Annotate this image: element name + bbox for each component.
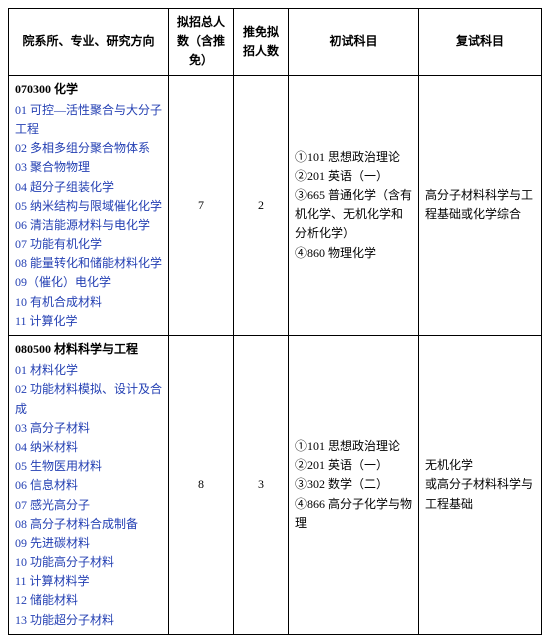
direction-item: 06 信息材料 [15,476,162,495]
direction-item: 10 有机合成材料 [15,293,162,312]
table-body: 070300 化学01 可控—活性聚合与大分子工程02 多相多组分聚合物体系03… [9,75,542,634]
direction-item: 13 功能超分子材料 [15,611,162,630]
direction-item: 11 计算化学 [15,312,162,331]
direction-item: 08 能量转化和储能材料化学 [15,254,162,273]
header-dept: 院系所、专业、研究方向 [9,9,169,76]
admissions-table: 院系所、专业、研究方向 拟招总人数（含推免） 推免拟招人数 初试科目 复试科目 … [8,8,542,635]
direction-item: 05 纳米结构与限域催化化学 [15,197,162,216]
direction-item: 04 纳米材料 [15,438,162,457]
direction-item: 11 计算材料学 [15,572,162,591]
table-header-row: 院系所、专业、研究方向 拟招总人数（含推免） 推免拟招人数 初试科目 复试科目 [9,9,542,76]
table-row: 080500 材料科学与工程 01 材料化学02 功能材料模拟、设计及合成03 高… [9,336,542,635]
table-row: 070300 化学 01 可控—活性聚合与大分子工程02 多相多组分聚合物体系03… [9,75,542,335]
direction-item: 01 材料化学 [15,361,162,380]
direction-item: 12 储能材料 [15,591,162,610]
header-exam-retest: 复试科目 [419,9,542,76]
dept-title: 080500 材料科学与工程 [15,340,162,359]
plan-rec-cell: 3 [234,336,289,635]
dept-cell: 080500 材料科学与工程 01 材料化学02 功能材料模拟、设计及合成03 高… [9,336,169,635]
dept-title: 070300 化学 [15,80,162,99]
header-plan-rec: 推免拟招人数 [234,9,289,76]
header-plan-total: 拟招总人数（含推免） [169,9,234,76]
direction-item: 03 高分子材料 [15,419,162,438]
plan-total-cell: 7 [169,75,234,335]
direction-item: 06 清洁能源材料与电化学 [15,216,162,235]
direction-item: 07 功能有机化学 [15,235,162,254]
direction-item: 08 高分子材料合成制备 [15,515,162,534]
direction-item: 10 功能高分子材料 [15,553,162,572]
exam-retest-cell: 高分子材料科学与工程基础或化学综合 [419,75,542,335]
plan-rec-cell: 2 [234,75,289,335]
dept-cell: 070300 化学 01 可控—活性聚合与大分子工程02 多相多组分聚合物体系03… [9,75,169,335]
plan-total-cell: 8 [169,336,234,635]
direction-item: 05 生物医用材料 [15,457,162,476]
direction-item: 03 聚合物物理 [15,158,162,177]
direction-item: 07 感光高分子 [15,496,162,515]
direction-item: 09（催化）电化学 [15,273,162,292]
exam-retest-cell: 无机化学 或高分子材料科学与工程基础 [419,336,542,635]
direction-item: 01 可控—活性聚合与大分子工程 [15,101,162,139]
direction-item: 04 超分子组装化学 [15,178,162,197]
exam-initial-cell: ①101 思想政治理论 ②201 英语（一） ③665 普通化学（含有机化学、无… [289,75,419,335]
exam-initial-cell: ①101 思想政治理论 ②201 英语（一） ③302 数学（二） ④866 高… [289,336,419,635]
direction-item: 02 多相多组分聚合物体系 [15,139,162,158]
direction-item: 09 先进碳材料 [15,534,162,553]
direction-item: 02 功能材料模拟、设计及合成 [15,380,162,418]
header-exam-initial: 初试科目 [289,9,419,76]
